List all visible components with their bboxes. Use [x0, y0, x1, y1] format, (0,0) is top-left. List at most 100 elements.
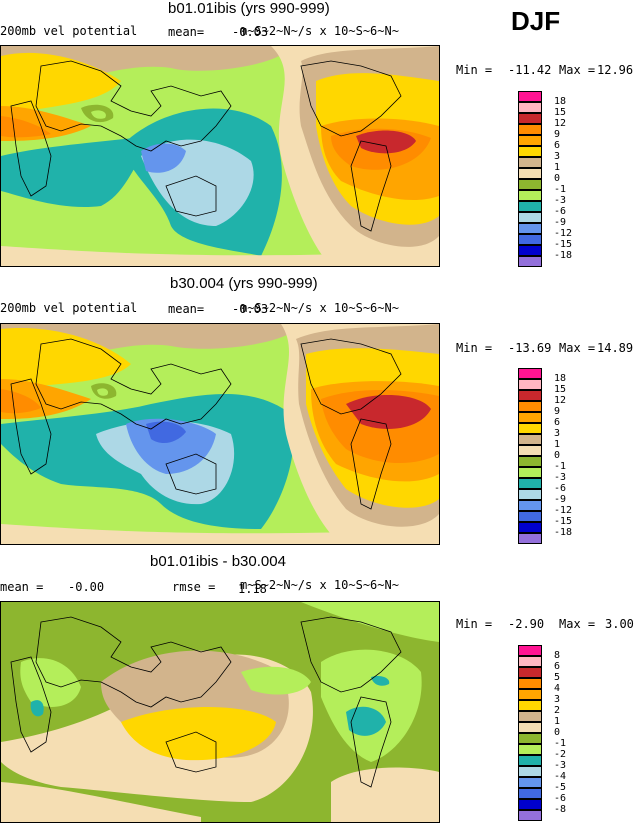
colorbar-swatch — [518, 645, 542, 656]
colorbar-swatch — [518, 212, 542, 223]
colorbar-level-label: 3 — [554, 694, 561, 705]
colorbar-level-label: 18 — [554, 373, 567, 384]
panel-1-contour-field — [1, 46, 439, 266]
colorbar-swatch — [518, 223, 542, 234]
colorbar-level-label: 1 — [554, 716, 561, 727]
colorbar-swatch — [518, 91, 542, 102]
panel-2-max-value: 14.89 — [597, 341, 634, 355]
colorbar-swatch — [518, 500, 542, 511]
colorbar-swatch — [518, 423, 542, 434]
colorbar-swatch — [518, 766, 542, 777]
panel-3-colorbar: 8 6 5 4 3 2 1 0 -1 -2 -3 -4 -5 -6 -8 — [518, 645, 588, 821]
colorbar-level-label: -6 — [554, 483, 567, 494]
colorbar-level-label: 1 — [554, 439, 561, 450]
colorbar-level-label: -12 — [554, 228, 573, 239]
colorbar-swatch — [518, 678, 542, 689]
colorbar-level-label: 15 — [554, 107, 567, 118]
colorbar-level-label: 6 — [554, 140, 561, 151]
colorbar-level-label: 2 — [554, 705, 561, 716]
panel-3-max-value: 3.00 — [605, 617, 634, 631]
panel-2-map — [0, 323, 440, 545]
colorbar-level-label: -15 — [554, 516, 573, 527]
season-label: DJF — [511, 6, 561, 36]
colorbar-level-label: -12 — [554, 505, 573, 516]
panel-3-units: m~S~2~N~/s x 10~S~6~N~ — [240, 578, 399, 592]
colorbar-level-label: -6 — [554, 793, 567, 804]
panel-3-max-label: Max = — [559, 617, 596, 631]
panel-3-title: b01.01ibis - b30.004 — [150, 553, 286, 570]
colorbar-swatch — [518, 434, 542, 445]
colorbar-level-label: -8 — [554, 804, 567, 815]
colorbar-level-label: -2 — [554, 749, 567, 760]
colorbar-swatch — [518, 190, 542, 201]
panel-1-title: b01.01ibis (yrs 990-999) — [168, 0, 330, 17]
colorbar-swatch — [518, 700, 542, 711]
panel-2-mean-label: mean= — [168, 302, 205, 316]
colorbar-swatch — [518, 788, 542, 799]
colorbar-level-label: 9 — [554, 129, 561, 140]
panel-1-max-label: Max = — [559, 63, 596, 77]
colorbar-level-label: -1 — [554, 738, 567, 749]
colorbar-swatch — [518, 810, 542, 821]
colorbar-swatch — [518, 755, 542, 766]
colorbar-swatch — [518, 456, 542, 467]
colorbar-swatch — [518, 722, 542, 733]
colorbar-swatch — [518, 146, 542, 157]
colorbar-level-label: 6 — [554, 661, 561, 672]
colorbar-swatch — [518, 179, 542, 190]
colorbar-swatch — [518, 533, 542, 544]
colorbar-level-label: 3 — [554, 428, 561, 439]
colorbar-swatch — [518, 135, 542, 146]
colorbar-swatch — [518, 744, 542, 755]
panel-3-contour-field — [1, 602, 439, 822]
colorbar-level-label: 15 — [554, 384, 567, 395]
panel-1-map — [0, 45, 440, 267]
panel-3-mean-label: mean = — [0, 580, 44, 594]
colorbar-level-label: -3 — [554, 760, 567, 771]
colorbar-level-label: -3 — [554, 472, 567, 483]
panel-2-contour-field — [1, 324, 439, 544]
panel-1-field-label: 200mb vel potential — [0, 24, 138, 38]
panel-1-units: m~S~2~N~/s x 10~S~6~N~ — [240, 24, 399, 38]
colorbar-level-label: 3 — [554, 151, 561, 162]
colorbar-level-label: 6 — [554, 417, 561, 428]
colorbar-level-label: 0 — [554, 450, 561, 461]
panel-2-mean-value: -0.03 — [232, 302, 269, 316]
colorbar-swatch — [518, 689, 542, 700]
panel-2-units: m~S~2~N~/s x 10~S~6~N~ — [240, 301, 399, 315]
colorbar-swatch — [518, 711, 542, 722]
colorbar-level-label: 18 — [554, 96, 567, 107]
colorbar-level-label: -18 — [554, 527, 573, 538]
colorbar-swatch — [518, 777, 542, 788]
panel-3-min-value: -2.90 — [508, 617, 545, 631]
panel-2-field-label: 200mb vel potential — [0, 301, 138, 315]
colorbar-level-label: 5 — [554, 672, 561, 683]
panel-3-rmse-value: 1.18 — [238, 582, 267, 596]
panel-3-map — [0, 601, 440, 823]
colorbar-swatch — [518, 489, 542, 500]
colorbar-level-label: -1 — [554, 461, 567, 472]
panel-2-min-label: Min = — [456, 341, 493, 355]
colorbar-level-label: 8 — [554, 650, 561, 661]
panel-2-title: b30.004 (yrs 990-999) — [170, 275, 318, 292]
colorbar-level-label: -15 — [554, 239, 573, 250]
panel-1-min-label: Min = — [456, 63, 493, 77]
colorbar-swatch — [518, 667, 542, 678]
colorbar-swatch — [518, 390, 542, 401]
panel-2-max-label: Max = — [559, 341, 596, 355]
colorbar-swatch — [518, 245, 542, 256]
colorbar-swatch — [518, 168, 542, 179]
colorbar-level-label: 12 — [554, 395, 567, 406]
colorbar-level-label: -6 — [554, 206, 567, 217]
colorbar-swatch — [518, 256, 542, 267]
panel-2-colorbar: 18 15 12 9 6 3 1 0 -1 -3 -6 -9 -12 -15 -18 — [518, 368, 588, 544]
colorbar-swatch — [518, 445, 542, 456]
panel-2-min-value: -13.69 — [508, 341, 552, 355]
colorbar-level-label: 1 — [554, 162, 561, 173]
colorbar-level-label: 12 — [554, 118, 567, 129]
colorbar-level-label: 4 — [554, 683, 561, 694]
colorbar-level-label: -18 — [554, 250, 573, 261]
colorbar-swatch — [518, 467, 542, 478]
colorbar-level-label: 0 — [554, 173, 561, 184]
panel-3-min-label: Min = — [456, 617, 493, 631]
